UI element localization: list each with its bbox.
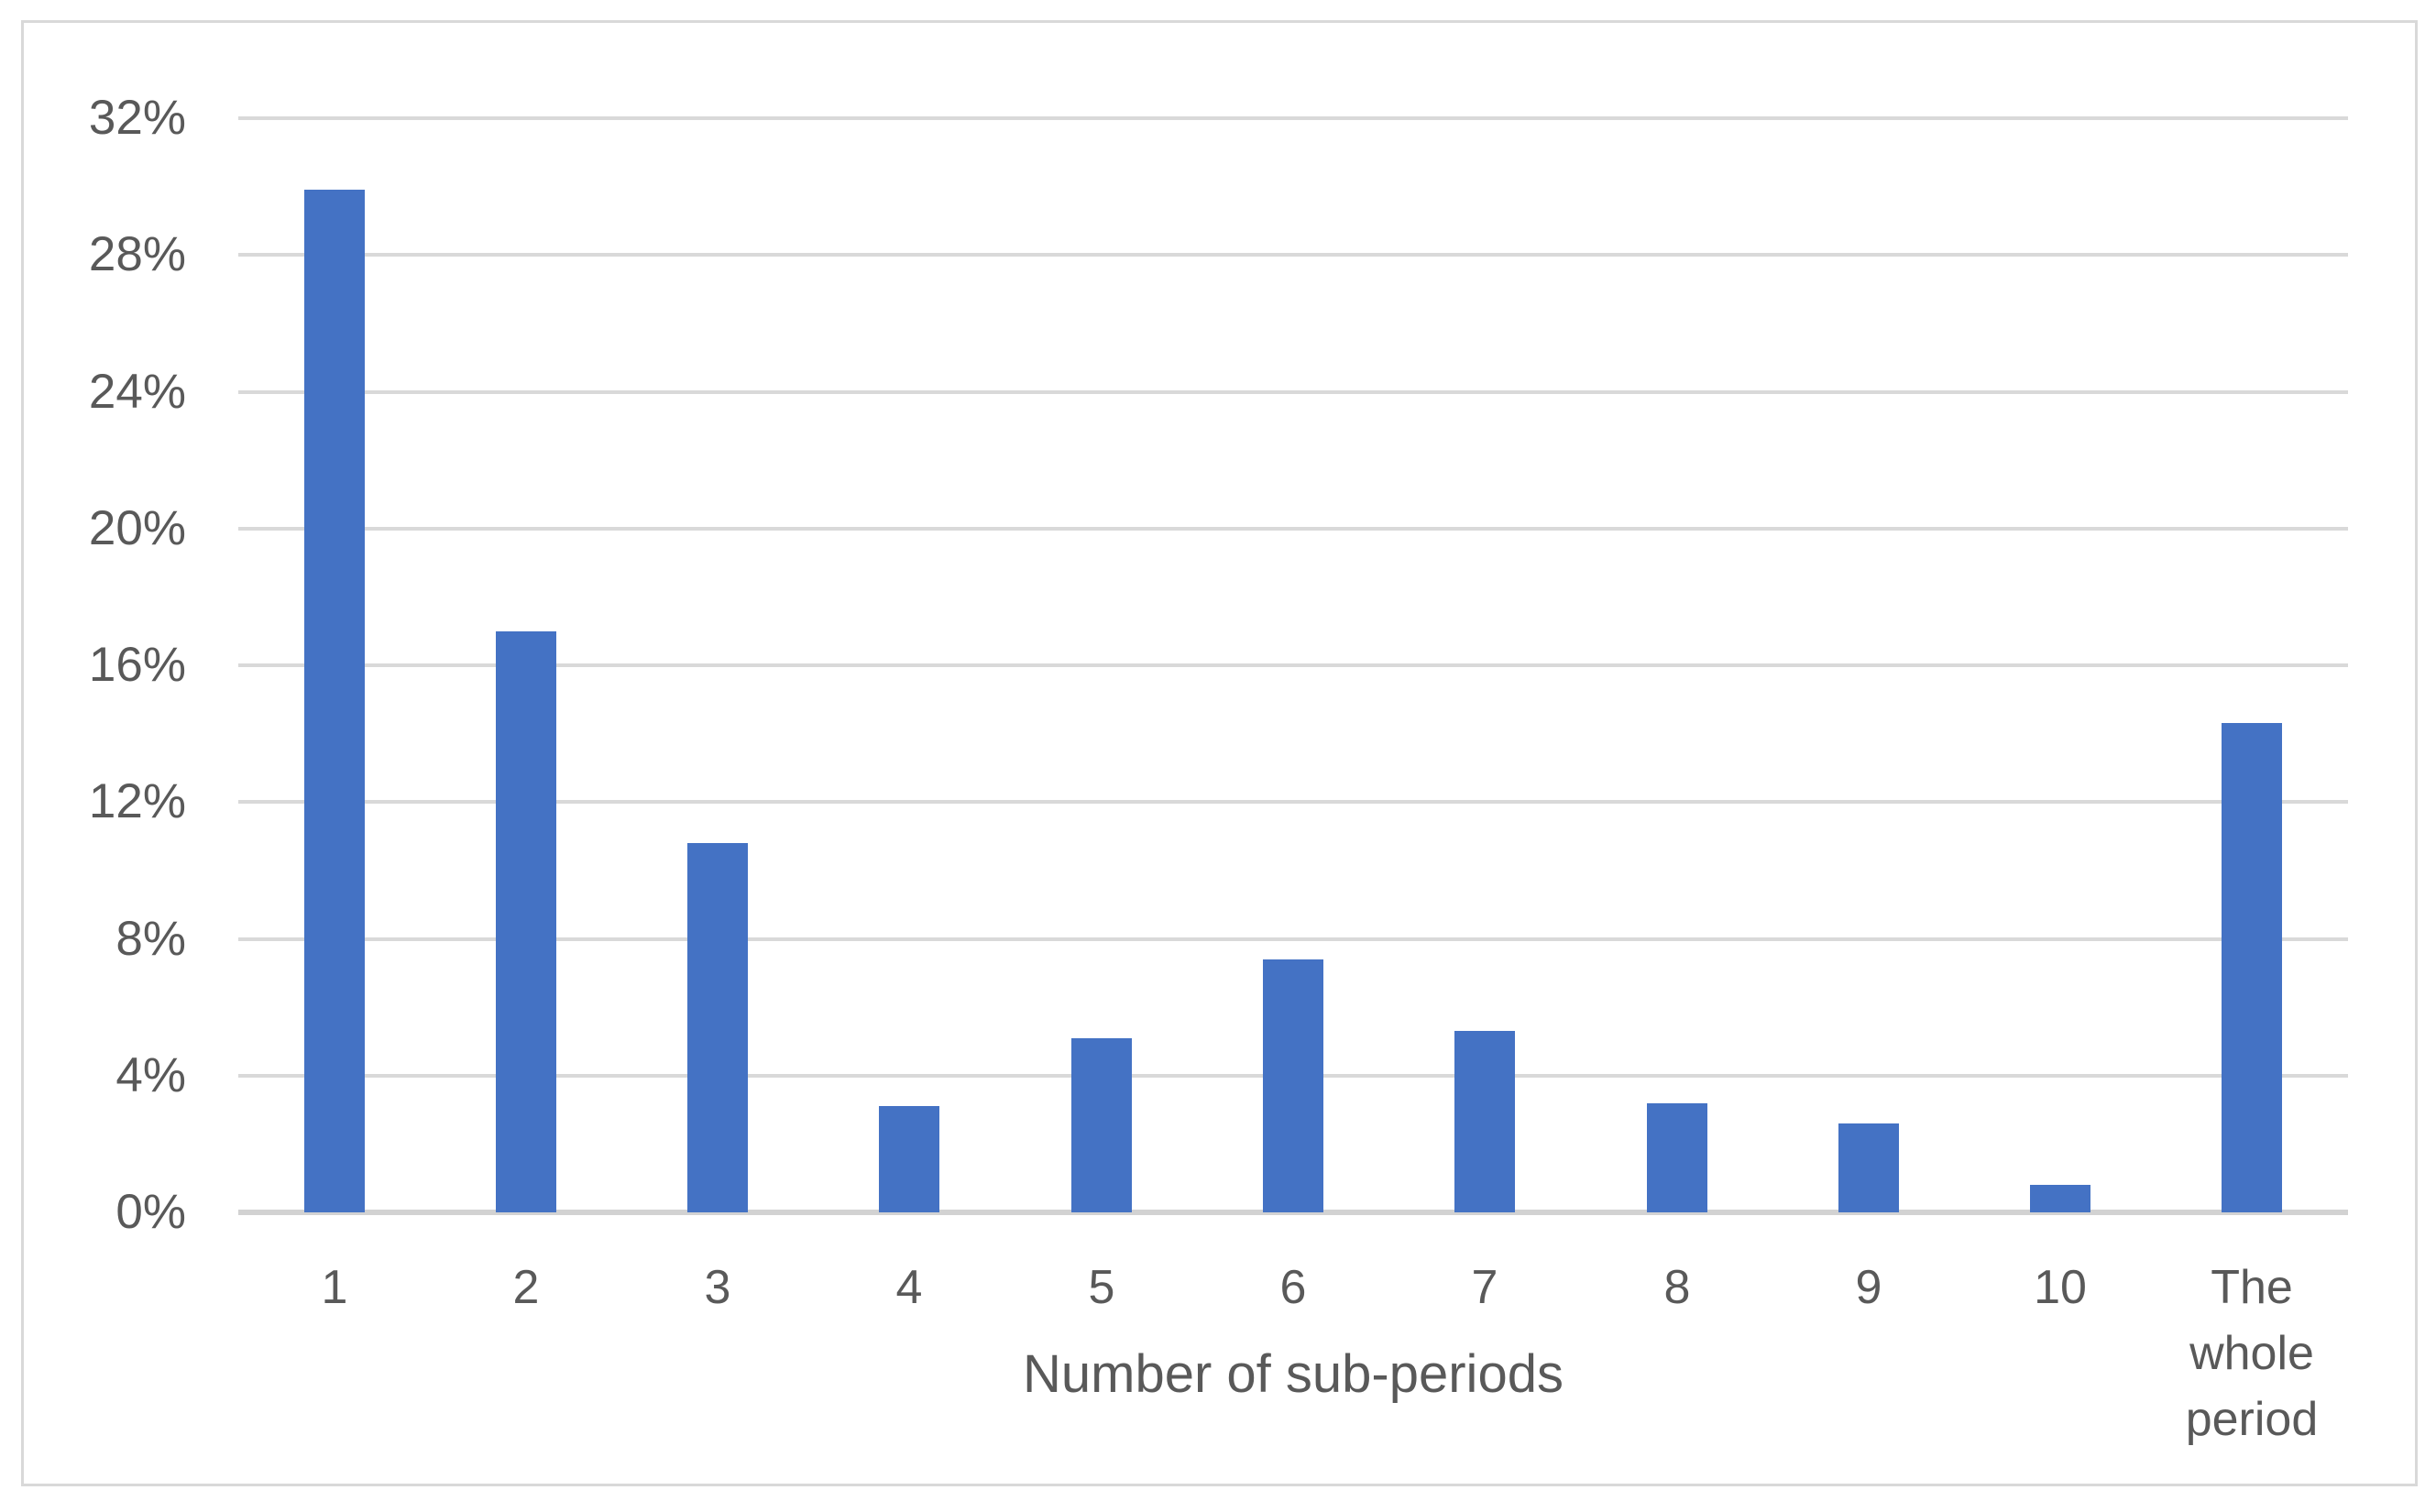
x-tick-label: 5 (1088, 1261, 1115, 1314)
plot-area (238, 116, 2348, 1215)
chart-figure-border (21, 20, 2418, 1486)
bar-category-4 (879, 1106, 939, 1212)
gridline (238, 937, 2348, 941)
gridline (238, 800, 2348, 804)
x-tick-label: 1 (321, 1261, 348, 1314)
y-tick-label: 0% (115, 1185, 186, 1239)
gridline (238, 527, 2348, 531)
y-tick-label: 12% (88, 774, 186, 828)
gridline (238, 116, 2348, 120)
bar-category-5 (1071, 1038, 1132, 1212)
y-tick-label: 16% (88, 638, 186, 692)
gridline (238, 663, 2348, 667)
y-tick-label: 8% (115, 912, 186, 966)
x-tick-label: 6 (1279, 1261, 1307, 1314)
y-tick-label: 24% (88, 365, 186, 419)
x-tick-label: 3 (704, 1261, 731, 1314)
bar-category-6 (1263, 959, 1323, 1212)
x-axis-title: Number of sub-periods (1023, 1344, 1564, 1404)
y-tick-label: 32% (88, 91, 186, 145)
x-tick-label: 8 (1663, 1261, 1691, 1314)
x-tick-label: 9 (1855, 1261, 1882, 1314)
x-tick-label: 7 (1471, 1261, 1498, 1314)
x-axis-line (238, 1210, 2348, 1215)
bar-category-10 (2030, 1185, 2090, 1212)
bar-category-11 (2222, 723, 2282, 1212)
x-tick-label: The whole period (2185, 1261, 2319, 1446)
x-tick-label: 2 (512, 1261, 540, 1314)
gridline (238, 253, 2348, 257)
bar-category-8 (1647, 1103, 1707, 1212)
bar-category-3 (687, 843, 748, 1212)
bar-category-9 (1838, 1123, 1899, 1212)
x-tick-label: 10 (2034, 1261, 2087, 1314)
bar-category-7 (1454, 1031, 1515, 1212)
y-tick-label: 4% (115, 1048, 186, 1102)
bar-category-1 (304, 190, 365, 1212)
gridline (238, 390, 2348, 394)
y-tick-label: 20% (88, 501, 186, 555)
x-tick-label: 4 (895, 1261, 923, 1314)
bar-category-2 (496, 631, 556, 1212)
y-tick-label: 28% (88, 227, 186, 281)
